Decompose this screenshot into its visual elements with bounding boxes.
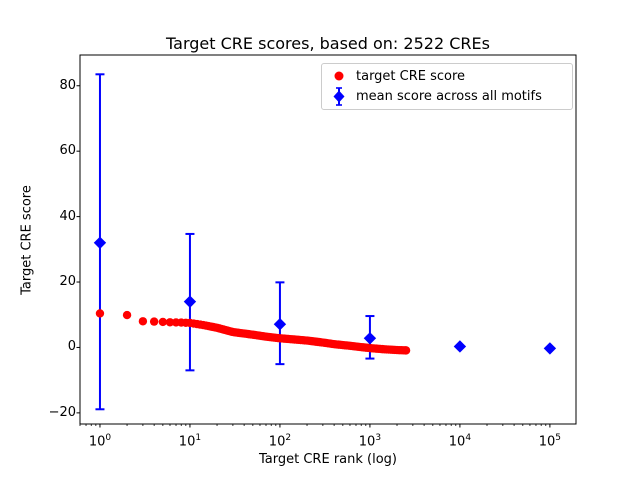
axes-spines <box>79 54 577 425</box>
legend-entry-target: target CRE score <box>322 66 572 86</box>
target-score-point <box>138 317 148 326</box>
x-tick-label: 102 <box>268 433 292 450</box>
y-tick-label: 40 <box>59 208 76 224</box>
x-tick-label: 105 <box>538 433 562 450</box>
mean-score-diamond <box>543 342 557 355</box>
y-tick-label: 20 <box>59 274 76 290</box>
mean-score-diamond <box>453 340 467 353</box>
mean-score-diamond <box>183 295 197 308</box>
target-score-dot-icon <box>322 69 356 83</box>
legend-label-mean: mean score across all motifs <box>356 89 542 104</box>
x-axis-label: Target CRE rank (log) <box>259 452 397 467</box>
target-score-point <box>165 318 175 327</box>
target-score-point <box>122 310 132 320</box>
y-tick-label: −20 <box>48 404 76 420</box>
mean-score-diamond <box>363 332 377 345</box>
legend-entry-mean: mean score across all motifs <box>322 86 572 107</box>
y-tick-label: 80 <box>59 77 76 93</box>
y-tick-label: 60 <box>59 143 76 159</box>
target-score-point <box>158 317 168 327</box>
legend: target CRE score mean score across all m… <box>321 63 573 110</box>
mean-score-diamond <box>93 236 107 249</box>
y-tick-label: 0 <box>67 339 76 355</box>
mean-score-diamond-icon <box>322 86 356 107</box>
target-score-point <box>95 309 105 318</box>
x-tick-label: 100 <box>88 433 112 450</box>
x-tick-label: 101 <box>178 433 202 450</box>
legend-label-target: target CRE score <box>356 68 466 84</box>
x-tick-label: 104 <box>448 433 472 450</box>
target-score-point <box>401 346 411 355</box>
chart-title: Target CRE scores, based on: 2522 CREs <box>166 34 490 53</box>
target-score-point <box>149 317 159 326</box>
x-tick-label: 103 <box>358 433 382 450</box>
mean-score-diamond <box>273 318 287 331</box>
